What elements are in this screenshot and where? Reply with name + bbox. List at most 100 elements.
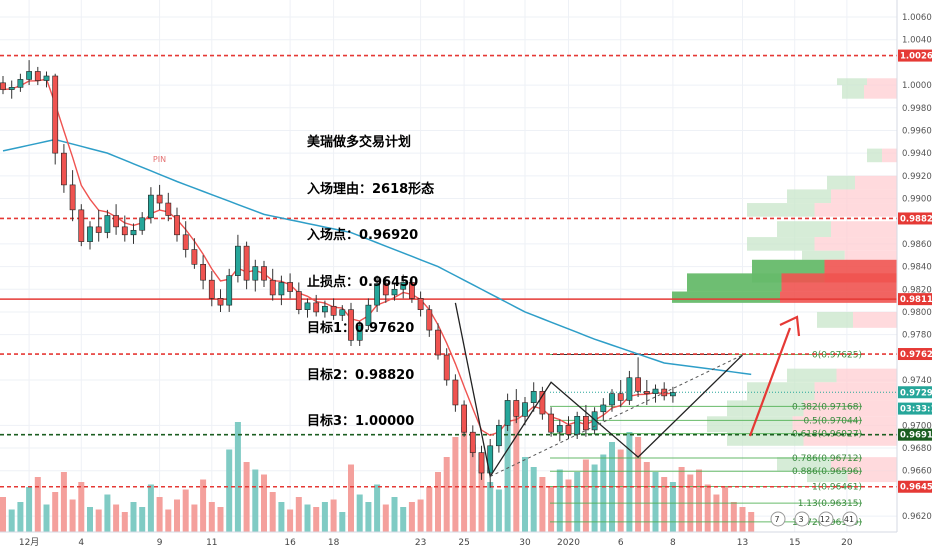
price-axis-tick: 1.00000 <box>902 81 932 91</box>
price-tag-label: 0.97292 <box>900 388 932 398</box>
candles <box>0 60 676 488</box>
candle-body <box>235 245 241 276</box>
candle-body <box>435 329 441 356</box>
price-axis-tick: 1.00400 <box>902 36 932 46</box>
volume-profile-bar-buy <box>727 400 804 417</box>
price-tag-label: 0.96459 <box>900 483 932 493</box>
candle-body <box>8 87 15 90</box>
volume-bar <box>635 437 642 532</box>
candle-body <box>400 282 407 290</box>
candle-body <box>182 234 189 250</box>
volume-profile-bar-sell <box>844 250 897 260</box>
volume-bar <box>78 482 85 532</box>
ema-slow-line <box>2 138 752 376</box>
price-axis-tick: 0.96200 <box>902 512 932 522</box>
volume-profile-bar-buy <box>867 148 882 163</box>
volume-bar <box>391 497 398 532</box>
candle-body <box>52 75 59 154</box>
candle-body <box>87 226 93 242</box>
volume-bar <box>713 494 720 532</box>
volume-bar <box>330 499 337 532</box>
candle-body <box>469 431 476 453</box>
volume-profile-bar-sell <box>882 148 897 163</box>
volume-profile-bar-sell <box>867 78 897 86</box>
volume-bar <box>530 467 537 532</box>
volume-profile-bar-buy <box>747 237 815 251</box>
volume-bar <box>321 502 328 532</box>
event-marker-circle <box>818 511 834 527</box>
volume-bar <box>513 402 520 532</box>
volume-bar <box>704 484 711 532</box>
time-axis-tick: 16 <box>284 538 296 548</box>
pin-label: PIN <box>153 155 166 164</box>
volume-profile-bar-sell <box>803 432 897 446</box>
candle-body <box>495 425 502 447</box>
price-tag-bg <box>898 428 932 441</box>
volume-profile-bar-sell <box>831 189 897 204</box>
candle-body <box>426 309 433 331</box>
plan-reason: 入场理由：2618形态 <box>307 181 435 197</box>
volume-bar <box>426 487 433 532</box>
target-arrow <box>748 315 801 437</box>
time-axis-tick: 6 <box>618 538 624 548</box>
volume-bar <box>539 477 546 532</box>
volume-bar <box>643 462 650 532</box>
time-axis-tick: 15 <box>789 538 800 548</box>
candle-body <box>148 194 154 219</box>
candle-body <box>530 391 537 403</box>
candle-body <box>165 202 172 216</box>
time-axis-tick: 20 <box>841 538 853 548</box>
candle-body <box>217 298 224 306</box>
volume-bar <box>87 507 93 532</box>
volume-bar <box>495 489 502 532</box>
time-axis-tick: 30 <box>519 538 531 548</box>
volume-profile-bar-sell <box>814 382 897 401</box>
volume-profile-bar-buy <box>727 432 804 446</box>
trade-plan-box: 美瑞做多交易计划 入场理由：2618形态 入场点：0.96920 止损点：0.9… <box>307 104 434 461</box>
candle-body <box>513 400 520 417</box>
volume-bar <box>52 492 59 532</box>
candle-body <box>130 229 137 236</box>
candle-body <box>139 217 146 231</box>
time-axis-tick: 25 <box>458 538 469 548</box>
price-tag-label: 03:33:18 <box>900 405 932 415</box>
candle-body <box>582 415 589 431</box>
volume-bar <box>60 472 67 532</box>
candle-body <box>113 215 119 228</box>
candle-body <box>261 266 267 281</box>
volume-profile-bar-buy <box>787 368 837 383</box>
price-tag-bg <box>898 49 932 62</box>
volume-profile-bar-sell <box>847 470 897 483</box>
pattern-dashed-line <box>489 354 743 477</box>
price-levels <box>0 54 897 488</box>
volume-profile-bar-buy <box>777 457 831 471</box>
volume-bar <box>26 487 33 532</box>
candle-body <box>408 282 415 299</box>
candle-body <box>539 391 546 415</box>
volume-bar <box>600 454 607 532</box>
price-axis-bg <box>897 0 932 550</box>
time-axis-tick: 11 <box>206 538 217 548</box>
price-tag-label: 0.97629 <box>900 350 932 360</box>
price-tag-bg <box>898 386 932 399</box>
volume-bar <box>174 499 180 532</box>
volume-bar <box>17 502 24 532</box>
volume-bar <box>661 477 668 532</box>
time-axis-tick: 4 <box>78 538 84 548</box>
volume-profile-bar-sell <box>781 273 897 292</box>
event-marker-circle <box>842 511 858 527</box>
candle-body <box>348 309 354 341</box>
volume-bar <box>182 489 189 532</box>
pattern-zigzag <box>454 302 743 479</box>
volume-bar <box>113 504 120 532</box>
volume-bar <box>417 499 424 532</box>
event-marker-label: 7 <box>774 515 779 524</box>
time-axis-tick: 2020 <box>557 538 580 548</box>
fib-label: 1.13(0.96315) <box>798 499 862 509</box>
volume-bar <box>365 502 372 532</box>
time-axis: 12月 4 9 11 16 18 23 25 30 2020 6 8 13 15 20 <box>0 531 932 550</box>
